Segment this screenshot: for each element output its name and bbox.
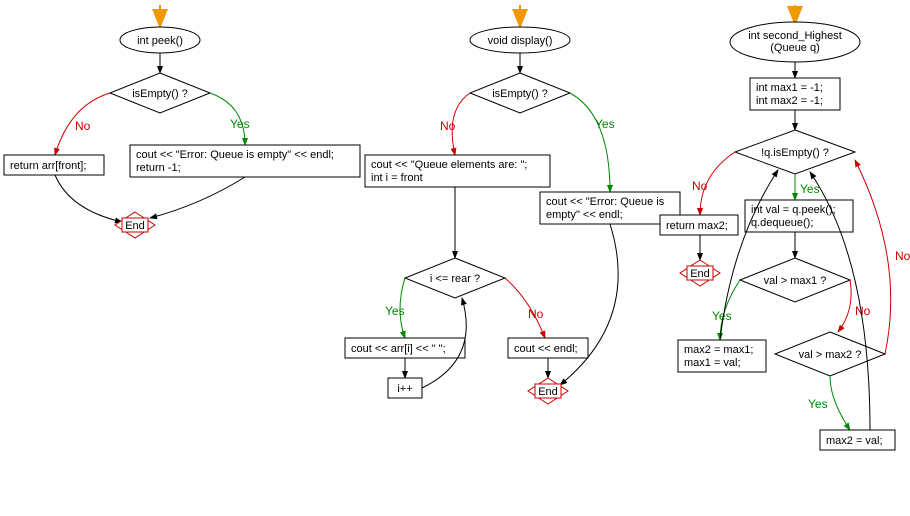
inc-text: i++ [397,383,412,395]
decision-label: isEmpty() ? [132,88,188,100]
start-label: void display() [488,35,553,47]
flowchart-display: void display() isEmpty() ? No cout << "Q… [345,5,680,404]
no-label: No [75,119,91,133]
err-2: empty" << endl; [546,209,623,221]
edge-no [855,160,891,354]
no-label: No [895,249,910,263]
yes-label: Yes [808,397,828,411]
yes-label: Yes [800,182,820,196]
edge-yes [830,376,850,430]
no-label: No [528,307,544,321]
end-node: End [528,378,568,404]
start-label: int peek() [137,35,183,47]
loop-label: i <= rear ? [430,273,480,285]
end-node: End [115,212,155,238]
no-label: No [855,304,871,318]
ph-1: cout << "Queue elements are: "; [371,159,527,171]
flowchart-peek: int peek() isEmpty() ? No return arr[fro… [4,5,360,238]
error-text-2: return -1; [136,162,181,174]
ret-text: return max2; [666,220,728,232]
no-label: No [440,119,456,133]
d3-label: val > max2 ? [799,349,862,361]
flowchart-canvas: int peek() isEmpty() ? No return arr[fro… [0,0,910,516]
yes-label: Yes [595,117,615,131]
edge [150,177,245,218]
peek-1: int val = q.peek(); [751,204,836,216]
edge [55,175,122,222]
pi-1: cout << arr[i] << " "; [351,343,446,355]
upd1-2: max1 = val; [684,357,741,369]
edge-yes [570,93,610,192]
upd1-1: max2 = max1; [684,344,753,356]
start-1: int second_Highest [748,30,842,42]
return-text: return arr[front]; [10,160,86,172]
upd2-text: max2 = val; [826,435,883,447]
init-2: int max2 = -1; [756,95,823,107]
flowchart-second-highest: int second_Highest (Queue q) int max1 = … [660,5,910,450]
d2-label: val > max1 ? [764,275,827,287]
yes-label: Yes [712,309,732,323]
d1-label: !q.isEmpty() ? [761,147,829,159]
ph-2: int i = front [371,172,423,184]
init-1: int max1 = -1; [756,82,823,94]
error-text-1: cout << "Error: Queue is empty" << endl; [136,149,334,161]
yes-label: Yes [230,117,250,131]
err-1: cout << "Error: Queue is [546,196,665,208]
end-node: End [680,260,720,286]
start-2: (Queue q) [770,42,820,54]
end-label: End [125,220,145,232]
end-label: End [538,386,558,398]
edge [560,224,618,385]
decision-label: isEmpty() ? [492,88,548,100]
no-label: No [692,179,708,193]
peek-2: q.dequeue(); [751,217,813,229]
end-label: End [690,268,710,280]
endl-text: cout << endl; [514,343,578,355]
edge-no [838,280,851,332]
yes-label: Yes [385,304,405,318]
